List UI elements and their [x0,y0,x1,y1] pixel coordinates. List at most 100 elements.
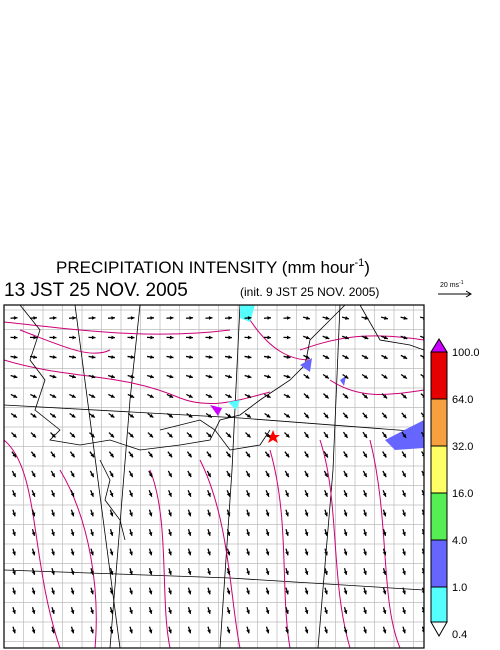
wind-arrowhead [12,609,16,614]
colorbar: 100.0 64.0 32.0 16.0 4.0 1.0 0.4 [430,338,480,641]
wind-arrowhead [33,316,37,320]
wind-arrowhead [109,492,114,497]
wind-arrowhead [31,531,36,536]
wind-arrowhead [129,492,133,497]
colorbar-over [430,338,448,353]
wind-arrowhead [324,492,328,497]
wind-arrowhead [383,394,388,399]
wind-arrowhead [363,394,368,399]
wind-arrowhead [324,453,328,458]
colorbar-segment [430,398,448,447]
wind-arrowhead [70,453,75,458]
wind-arrowhead [285,570,289,575]
precip-area [340,376,346,386]
wind-arrowhead [129,609,133,614]
wind-arrowhead [168,629,172,634]
wind-arrowhead [286,374,291,379]
wind-arrowhead [168,512,172,517]
coastline [99,459,126,541]
wind-arrowhead [169,335,174,340]
wind-arrowhead [148,531,153,536]
wind-arrowhead [285,629,289,634]
wind-arrowhead [109,531,114,536]
wind-arrowhead [304,453,309,458]
wind-arrowhead [402,374,407,379]
contour [319,439,351,648]
wind-arrowhead [226,570,231,575]
wind-arrowhead [70,570,75,575]
wind-arrowhead [90,570,94,575]
wind-arrowhead [403,335,408,340]
wind-arrowhead [12,531,16,536]
wind-arrowhead [246,473,250,478]
wind-arrowhead [129,413,134,418]
wind-arrowhead [305,355,310,359]
wind-arrowhead [343,609,348,614]
wind-arrowhead [267,316,271,320]
wind-arrowhead [343,492,348,497]
wind-arrowhead [91,374,96,379]
wind-arrowhead [110,374,115,379]
precip-area [240,305,255,322]
wind-arrowhead [324,551,328,556]
wind-arrowhead [109,609,114,614]
wind-arrowhead [32,394,37,398]
wind-arrowhead [403,355,408,359]
wind-arrowhead [168,433,173,438]
contour [149,469,171,648]
wind-arrowhead [304,473,309,478]
wind-arrowhead [305,335,310,340]
contour [4,359,271,405]
wind-arrowhead [207,531,211,536]
contour [59,469,97,648]
wind-arrowhead [382,433,387,438]
wind-arrowhead [265,453,270,458]
wind-arrowhead [70,551,75,556]
wind-arrowhead [12,551,16,556]
wind-arrowhead [90,453,95,458]
wind-arrowhead [207,629,211,634]
wind-arrowhead [169,374,174,379]
wind-arrowhead [226,492,231,497]
wind-arrowhead [187,492,192,497]
wind-arrowhead [364,316,369,320]
wind-arrowhead [363,609,367,614]
wind-arrowhead [228,335,232,340]
wind-arrowhead [382,512,387,517]
wind-arrowhead [12,413,17,418]
wind-arrowhead [168,551,172,556]
wind-arrowhead [285,551,289,556]
title: PRECIPITATION INTENSITY (mm hour-1) [56,257,370,277]
wind-arrowhead [382,473,387,478]
wind-arrowhead [187,590,192,595]
wind-arrowhead [324,374,329,379]
wind-arrowhead [226,473,231,478]
wind-arrowhead [91,316,96,320]
wind-arrowhead [246,629,250,634]
wind-arrowhead [187,551,192,556]
wind-arrowhead [246,492,250,497]
wind-arrowhead [344,374,349,379]
wind-arrowhead [207,590,211,595]
wind-arrowhead [363,512,367,517]
colorbar-segment [430,539,448,588]
wind-arrowhead [402,629,406,634]
wind-arrowhead [187,570,192,575]
wind-arrowhead [189,355,193,359]
wind-arrowhead [32,413,37,418]
wind-arrowhead [343,551,348,556]
wind-arrowhead [382,570,387,575]
wind-arrowhead [246,433,251,438]
wind-arrowhead [285,590,289,595]
wind-arrowhead [148,512,153,517]
wind-arrowhead [51,453,56,458]
wind-arrowhead [402,414,407,419]
wind-arrowhead [90,609,94,614]
wind-arrowhead [188,374,193,379]
wind-arrowhead [324,394,329,399]
wind-arrowhead [51,492,55,497]
wind-arrowhead [12,512,16,517]
wind-arrowhead [286,335,291,340]
wind-arrowhead [90,590,94,595]
wind-arrowhead [207,453,212,458]
